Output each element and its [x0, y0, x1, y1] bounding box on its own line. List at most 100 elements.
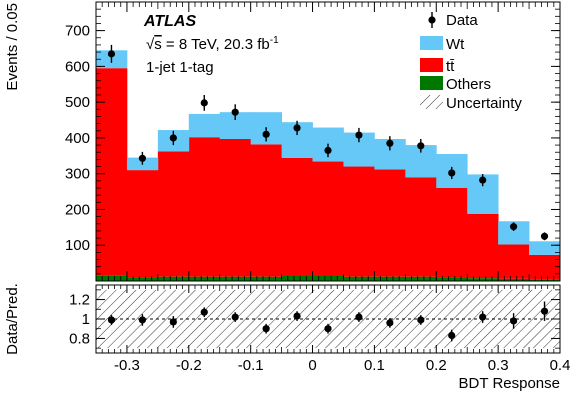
ratio-point-14 [509, 317, 518, 325]
atlas-label: ATLAS [143, 13, 196, 30]
y-tick-label: 700 [65, 23, 90, 40]
bar-wt-bin-15 [529, 241, 560, 255]
ratio-axes: 0.8 1 1.2 -0.3 -0.2 -0.1 0 0.1 0.2 0.3 0.4 Data/Pre… [4, 283, 570, 392]
bar-ttbar-bin-1 [96, 68, 128, 276]
bar-others-bin-7 [281, 275, 313, 281]
data-point-15 [540, 232, 549, 240]
ratio-point-7 [293, 312, 301, 320]
bar-ttbar-bin-6 [250, 144, 282, 277]
bar-wt-bin-4 [188, 113, 221, 138]
data-point-11 [417, 142, 425, 150]
legend-label-ttbar: tt̄ [446, 58, 455, 75]
legend-swatch-others [420, 76, 443, 90]
ratio-point-3 [169, 318, 177, 326]
bar-ttbar-bin-2 [126, 170, 159, 278]
bar-others-bin-1 [96, 275, 128, 281]
ratio-point-6 [262, 325, 270, 333]
legend-swatch-uncertainty [420, 95, 443, 109]
data-point-1 [107, 50, 116, 58]
ratio-points [107, 301, 549, 342]
ratio-y-tick-label: 1 [82, 311, 90, 328]
bar-ttbar-bin-9 [343, 166, 375, 277]
x-axis-title: BDT Response [459, 375, 560, 392]
y-tick-label: 100 [65, 237, 90, 254]
bar-others-bin-12 [436, 277, 468, 281]
data-point-12 [448, 169, 456, 177]
bar-others-bin-6 [250, 276, 282, 281]
data-point-10 [386, 139, 394, 147]
data-point-6 [262, 130, 270, 138]
bar-others-bin-8 [312, 275, 344, 281]
bar-ttbar-bin-7 [281, 157, 313, 276]
bar-ttbar-bin-12 [436, 188, 468, 278]
ratio-point-2 [138, 316, 146, 324]
ratio-y-tick-label: 1.2 [69, 292, 90, 309]
x-tick-label: 0 [308, 357, 316, 374]
data-point-2 [138, 154, 146, 162]
ratio-point-4 [200, 308, 208, 316]
main-plot-frame [95, 1, 561, 282]
x-tick-label: 0.2 [426, 357, 447, 374]
data-point-3 [169, 134, 177, 142]
bar-others-bin-11 [405, 276, 437, 281]
bar-ttbar-bin-14 [498, 244, 530, 279]
sqrt-argument: s [154, 36, 162, 53]
data-point-8 [324, 146, 332, 155]
ratio-point-15 [540, 307, 549, 315]
bar-others-bin-10 [374, 276, 406, 281]
bar-others-bin-13 [467, 278, 499, 281]
y-axis-title: Events / 0.05 [4, 3, 21, 91]
x-tick-label: -0.2 [176, 357, 202, 374]
y-tick-label: 300 [65, 166, 90, 183]
luminosity-exponent: -1 [270, 35, 279, 46]
x-tick-label: 0.4 [550, 357, 571, 374]
bar-ttbar-bin-13 [467, 213, 499, 279]
ratio-point-12 [448, 331, 456, 340]
bar-ttbar-bin-15 [529, 254, 560, 280]
y-tick-label: 500 [65, 94, 90, 111]
ratio-point-5 [231, 313, 239, 321]
ratio-hatch-band [96, 289, 560, 349]
bar-ttbar-bin-3 [157, 151, 190, 277]
data-points [107, 44, 549, 241]
legend-label-uncertainty: Uncertainty [446, 95, 522, 112]
ratio-point-9 [355, 313, 363, 321]
legend-swatch-wt [420, 36, 443, 50]
data-point-5 [231, 108, 239, 116]
ratio-uncertainty-band [96, 289, 560, 349]
legend-label-others: Others [446, 76, 491, 93]
x-tick-label: 0.3 [488, 357, 509, 374]
ratio-y-axis-title: Data/Pred. [4, 283, 21, 355]
legend: Data Wt tt̄Others Uncertainty [420, 12, 522, 112]
ratio-point-13 [479, 313, 487, 321]
legend-marker-data [428, 16, 436, 24]
bar-others-bin-15 [529, 279, 560, 281]
ratio-point-1 [107, 316, 116, 324]
legend-swatch-ttbar [420, 58, 443, 72]
bar-ttbar-bin-11 [405, 177, 437, 277]
bar-ttbar-bin-5 [219, 138, 252, 277]
legend-label-data: Data [446, 12, 478, 29]
bar-others-bin-3 [157, 276, 190, 281]
bar-ttbar-bin-10 [374, 169, 406, 277]
x-tick-label: -0.3 [114, 357, 140, 374]
bar-others-bin-14 [498, 278, 530, 281]
y-tick-label: 400 [65, 130, 90, 147]
bar-others-bin-9 [343, 276, 375, 281]
ratio-y-tick-label: 0.8 [69, 330, 90, 347]
bar-wt-bin-14 [498, 221, 530, 245]
bar-ttbar-bin-4 [188, 137, 221, 277]
legend-label-wt: Wt [446, 36, 465, 53]
bar-others-bin-4 [188, 276, 221, 281]
category-label: 1-jet 1-tag [146, 59, 214, 76]
main-axes: 100 200 300 400 500 600 700 Events / 0.05 [4, 2, 561, 281]
data-point-14 [509, 223, 518, 231]
y-tick-label: 600 [65, 58, 90, 75]
bar-others-bin-2 [126, 277, 159, 281]
sqrt-symbol: √ [146, 36, 155, 53]
data-point-9 [355, 131, 363, 139]
energy-luminosity-label: √s = 8 TeV, 20.3 fb-1 [146, 35, 279, 53]
atlas-label-block: ATLAS √s = 8 TeV, 20.3 fb-1 1-jet 1-tag [143, 13, 279, 76]
y-tick-label: 200 [65, 201, 90, 218]
